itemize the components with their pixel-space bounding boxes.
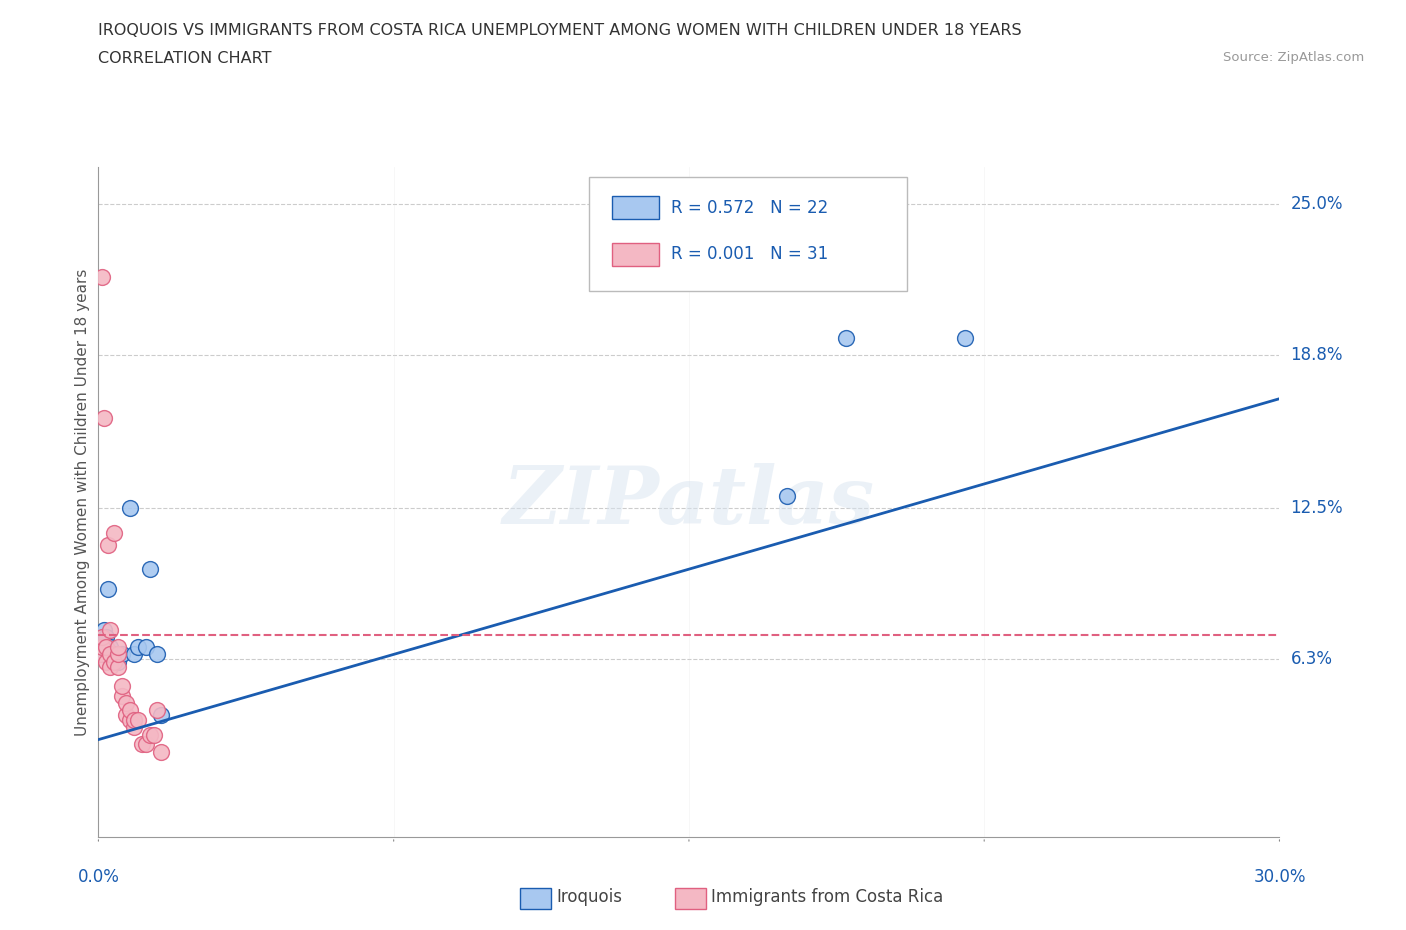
Point xyxy=(138,562,160,577)
Point xyxy=(146,703,169,718)
Point xyxy=(98,640,121,655)
Text: 25.0%: 25.0% xyxy=(1291,195,1343,213)
Point xyxy=(91,630,114,644)
FancyBboxPatch shape xyxy=(589,178,907,291)
Text: Source: ZipAtlas.com: Source: ZipAtlas.com xyxy=(1223,51,1364,64)
Point xyxy=(103,525,125,540)
Point xyxy=(146,647,169,662)
Point xyxy=(107,654,129,669)
Text: 6.3%: 6.3% xyxy=(1291,650,1333,669)
Bar xyxy=(612,243,659,266)
Text: 18.8%: 18.8% xyxy=(1291,346,1343,364)
Point xyxy=(98,647,121,662)
Point xyxy=(111,688,134,703)
Point xyxy=(111,647,134,662)
Point xyxy=(98,659,121,674)
Point xyxy=(127,712,149,727)
Point xyxy=(93,622,115,637)
Point xyxy=(776,488,799,503)
Point xyxy=(835,330,858,345)
Point xyxy=(98,647,121,662)
Point xyxy=(111,679,134,694)
Text: R = 0.572   N = 22: R = 0.572 N = 22 xyxy=(671,199,828,217)
Point xyxy=(107,659,129,674)
Point xyxy=(122,720,145,735)
Point xyxy=(150,744,173,759)
Text: R = 0.001   N = 31: R = 0.001 N = 31 xyxy=(671,246,828,263)
Text: CORRELATION CHART: CORRELATION CHART xyxy=(98,51,271,66)
Point xyxy=(138,727,160,742)
Point xyxy=(135,737,157,752)
Point xyxy=(96,640,118,655)
Point xyxy=(107,640,129,655)
Point xyxy=(96,640,118,655)
Point xyxy=(107,647,129,662)
Point xyxy=(91,640,114,655)
Text: 12.5%: 12.5% xyxy=(1291,499,1343,517)
Point xyxy=(142,727,165,742)
Point xyxy=(118,712,141,727)
Point xyxy=(97,538,120,552)
Point xyxy=(118,501,141,516)
Text: Immigrants from Costa Rica: Immigrants from Costa Rica xyxy=(711,888,943,907)
Point xyxy=(103,647,125,662)
Point xyxy=(93,411,115,426)
Point xyxy=(131,737,153,752)
Point xyxy=(96,654,118,669)
Point xyxy=(97,581,120,596)
Text: IROQUOIS VS IMMIGRANTS FROM COSTA RICA UNEMPLOYMENT AMONG WOMEN WITH CHILDREN UN: IROQUOIS VS IMMIGRANTS FROM COSTA RICA U… xyxy=(98,23,1022,38)
Point xyxy=(96,630,118,644)
Point xyxy=(150,708,173,723)
Point xyxy=(115,696,138,711)
Point xyxy=(90,647,112,662)
Point xyxy=(122,712,145,727)
Point xyxy=(115,708,138,723)
Point xyxy=(103,654,125,669)
Text: Iroquois: Iroquois xyxy=(557,888,623,907)
Point xyxy=(953,330,976,345)
Y-axis label: Unemployment Among Women with Children Under 18 years: Unemployment Among Women with Children U… xyxy=(75,269,90,736)
Bar xyxy=(612,196,659,219)
Text: 30.0%: 30.0% xyxy=(1253,868,1306,885)
Point xyxy=(91,630,114,644)
Point xyxy=(98,622,121,637)
Point xyxy=(122,647,145,662)
Point xyxy=(89,647,111,662)
Point xyxy=(91,270,114,285)
Point xyxy=(91,640,114,655)
Text: 0.0%: 0.0% xyxy=(77,868,120,885)
Point xyxy=(118,703,141,718)
Point xyxy=(127,640,149,655)
Text: ZIPatlas: ZIPatlas xyxy=(503,463,875,541)
Point xyxy=(135,640,157,655)
